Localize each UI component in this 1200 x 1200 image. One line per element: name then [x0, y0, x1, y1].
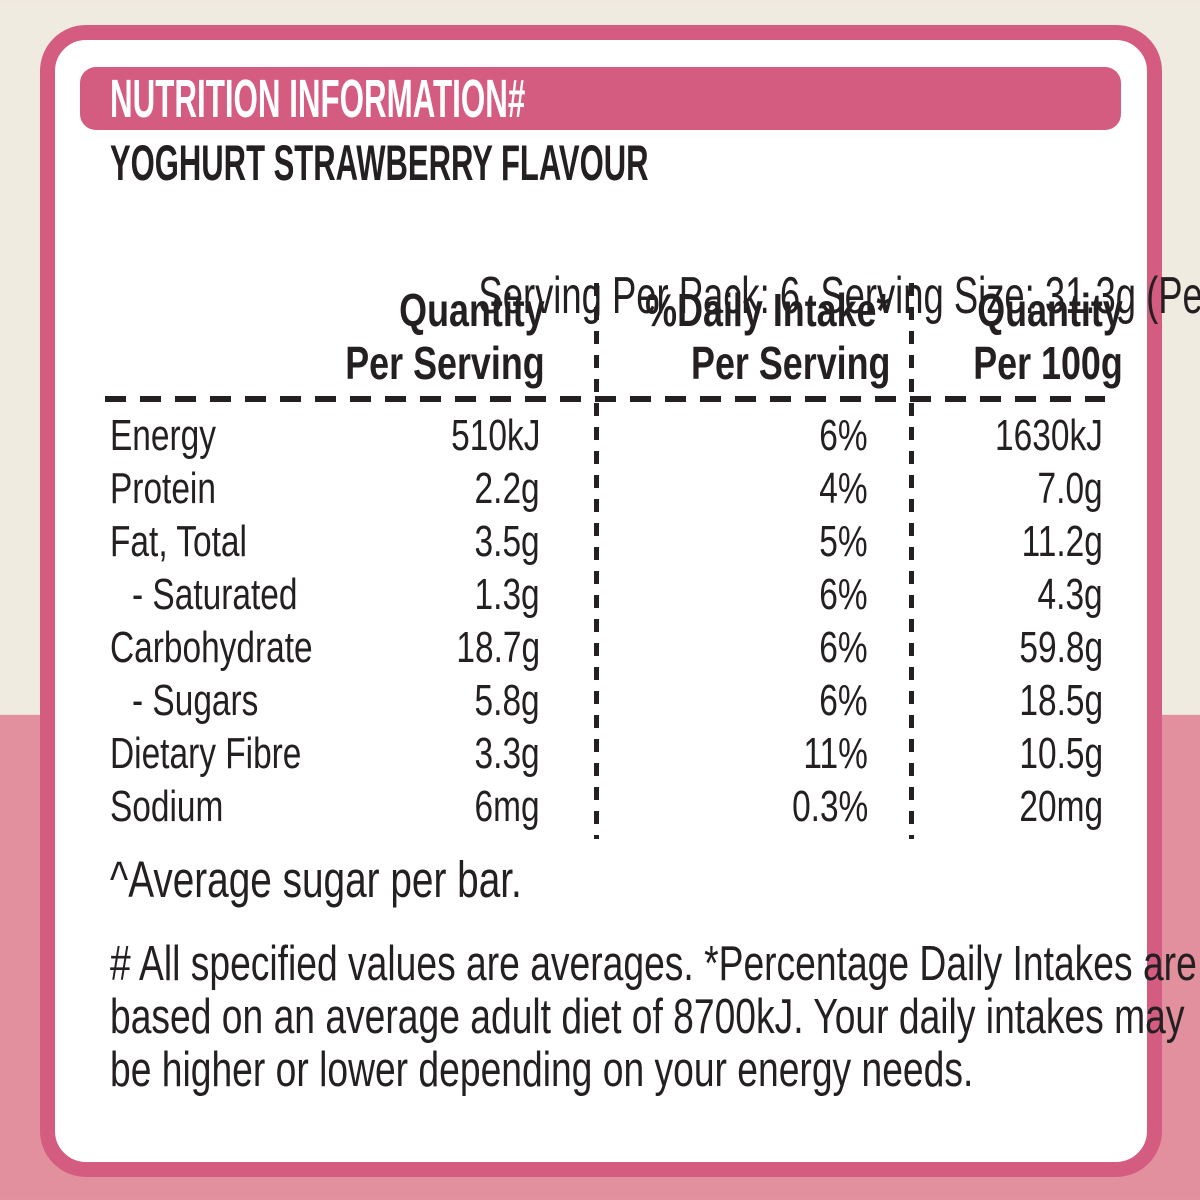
- table-row-carbohydrate: Carbohydrate 18.7g 6% 59.8g: [110, 623, 1103, 672]
- disclaimer-text: # All specified values are averages. *Pe…: [110, 937, 1197, 1097]
- column-divider-dashed-line-1: [594, 283, 599, 839]
- table-row-energy: Energy 510kJ 6% 1630kJ: [110, 411, 1103, 460]
- sugar-footnote: ^Average sugar per bar.: [110, 851, 522, 908]
- nutrition-panel: NUTRITION INFORMATION#: [40, 25, 1162, 1177]
- table-row-fat-total: Fat, Total 3.5g 5% 11.2g: [110, 517, 1103, 566]
- table-row-saturated-fat: - Saturated 1.3g 6% 4.3g: [132, 570, 1103, 619]
- table-row-protein: Protein 2.2g 4% 7.0g: [110, 464, 1103, 513]
- panel-header-bar: NUTRITION INFORMATION#: [80, 67, 1121, 130]
- column-header-daily-intake: %Daily Intake* Per Serving: [644, 284, 890, 389]
- column-header-quantity-per-serving: Quantity Per Serving: [345, 284, 545, 389]
- panel-header-title: NUTRITION INFORMATION#: [110, 68, 526, 129]
- table-row-sodium: Sodium 6mg 0.3% 20mg: [110, 782, 1103, 831]
- column-header-quantity-per-100g: Quantity Per 100g: [973, 284, 1123, 389]
- header-divider-dashed-line: [105, 396, 1105, 402]
- table-row-sugars: - Sugars 5.8g 6% 18.5g: [132, 676, 1103, 725]
- serving-info: Serving Per Pack: 6 Serving Size: 31.3g …: [478, 267, 1200, 325]
- table-column-headers: Quantity Per Serving %Daily Intake* Per …: [110, 284, 1125, 396]
- column-divider-dashed-line-2: [909, 283, 914, 839]
- product-name: YOGHURT STRAWBERRY FLAVOUR: [110, 135, 649, 191]
- table-row-dietary-fibre: Dietary Fibre 3.3g 11% 10.5g: [110, 729, 1103, 778]
- nutrition-table: Energy 510kJ 6% 1630kJ Protein 2.2g 4% 7…: [110, 409, 1125, 833]
